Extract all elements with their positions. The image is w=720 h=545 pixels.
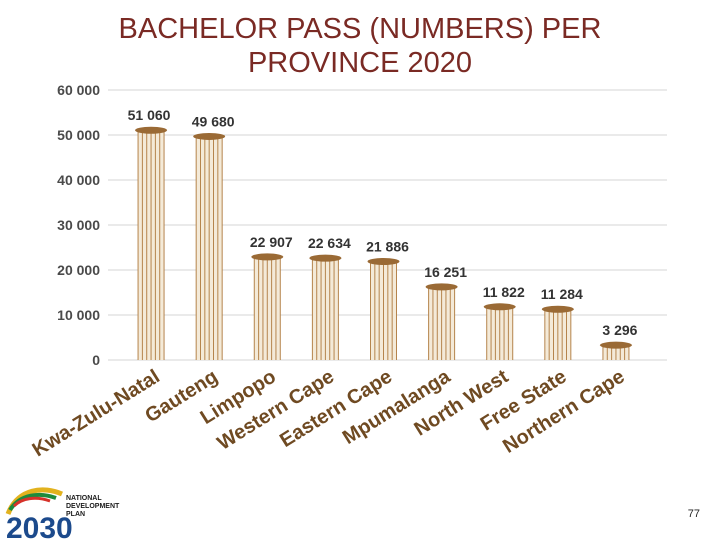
data-label: 22 634 <box>308 235 351 251</box>
bar-cap <box>541 305 574 313</box>
bar-cap <box>251 253 284 261</box>
logo-text-development: DEVELOPMENT <box>66 503 120 510</box>
y-tick-label: 10 000 <box>57 307 100 323</box>
data-label: 22 907 <box>250 234 293 250</box>
chart-title-line-1: BACHELOR PASS (NUMBERS) PER <box>118 13 602 45</box>
bar-cap <box>425 283 458 291</box>
chart-title: BACHELOR PASS (NUMBERS) PER PROVINCE 202… <box>40 12 680 80</box>
logo-text-national: NATIONAL <box>66 495 102 502</box>
bar-chart: 0 10 000 20 000 30 000 40 000 50 000 60 000 51 … <box>29 82 667 461</box>
y-tick-label: 0 <box>92 352 100 368</box>
y-tick-label: 60 000 <box>57 82 100 98</box>
data-label: 11 822 <box>483 284 525 300</box>
logo-text-plan: PLAN <box>66 511 85 518</box>
y-tick-label: 50 000 <box>57 127 100 143</box>
page-number: 77 <box>687 508 700 520</box>
bar-cap <box>367 258 400 266</box>
ndp-logo-graphic: NATIONAL DEVELOPMENT PLAN 2030 <box>5 487 120 545</box>
bar-cap <box>309 254 342 262</box>
y-tick-label: 20 000 <box>57 262 100 278</box>
data-label: 21 886 <box>366 239 409 255</box>
data-label: 49 680 <box>192 113 235 129</box>
data-label: 16 251 <box>424 264 467 280</box>
chart-title-line-2: PROVINCE 2020 <box>247 47 473 79</box>
ndp-2030-logo: NATIONAL DEVELOPMENT PLAN 2030 <box>4 480 134 545</box>
bar-cap <box>193 132 226 140</box>
data-label: 11 284 <box>541 286 583 302</box>
bar-cap <box>599 341 632 349</box>
logo-year: 2030 <box>6 512 73 540</box>
y-tick-label: 40 000 <box>57 172 100 188</box>
data-label: 51 060 <box>128 107 171 123</box>
bar-cap <box>135 126 168 134</box>
y-tick-label: 30 000 <box>57 217 100 233</box>
data-label: 3 296 <box>602 322 637 338</box>
bar-cap <box>483 303 516 311</box>
